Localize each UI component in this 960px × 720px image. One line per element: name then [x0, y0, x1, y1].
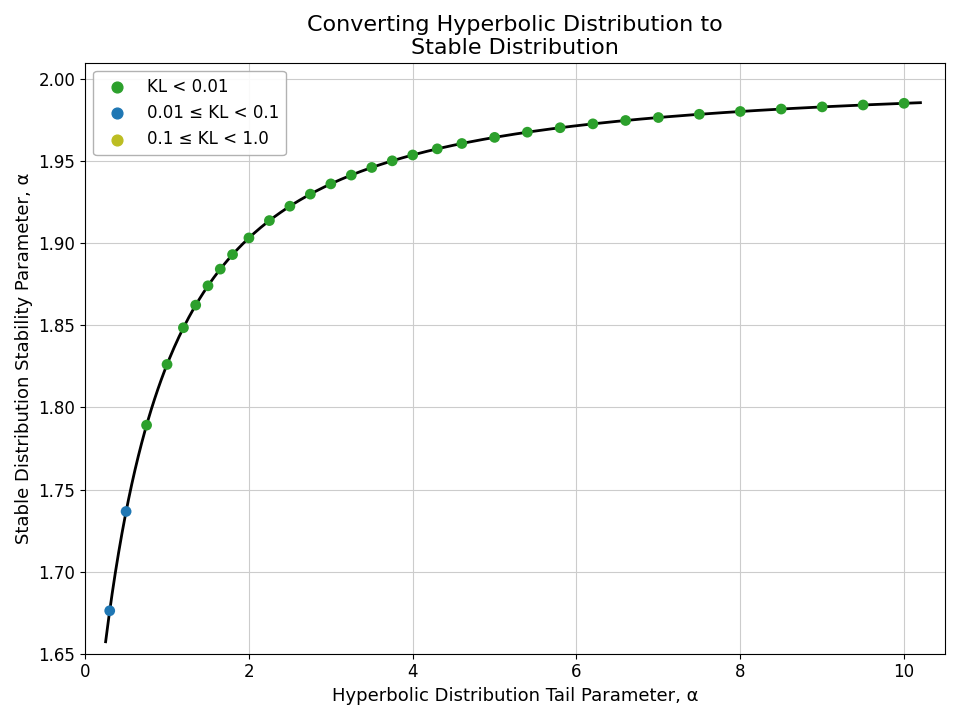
Point	[364, 162, 379, 174]
Y-axis label: Stable Distribution Stability Parameter, α: Stable Distribution Stability Parameter,…	[15, 173, 33, 544]
Point	[385, 155, 400, 166]
Point	[282, 200, 298, 212]
Point	[324, 178, 339, 189]
Point	[201, 280, 216, 292]
Point	[212, 264, 228, 275]
Point	[405, 149, 420, 161]
Point	[188, 300, 204, 311]
X-axis label: Hyperbolic Distribution Tail Parameter, α: Hyperbolic Distribution Tail Parameter, …	[332, 687, 698, 705]
Point	[618, 114, 634, 126]
Point	[487, 132, 502, 143]
Point	[176, 322, 191, 333]
Point	[344, 169, 359, 181]
Point	[897, 97, 912, 109]
Point	[139, 420, 155, 431]
Point	[430, 143, 445, 155]
Point	[855, 99, 871, 111]
Point	[552, 122, 567, 133]
Point	[302, 189, 318, 200]
Point	[814, 101, 829, 112]
Point	[691, 109, 707, 120]
Point	[118, 505, 133, 517]
Point	[454, 138, 469, 149]
Point	[774, 103, 789, 114]
Point	[651, 112, 666, 123]
Point	[159, 359, 175, 370]
Title: Converting Hyperbolic Distribution to
Stable Distribution: Converting Hyperbolic Distribution to St…	[307, 15, 723, 58]
Legend: KL < 0.01, 0.01 ≤ KL < 0.1, 0.1 ≤ KL < 1.0: KL < 0.01, 0.01 ≤ KL < 0.1, 0.1 ≤ KL < 1…	[93, 71, 286, 155]
Point	[519, 127, 535, 138]
Point	[732, 106, 748, 117]
Point	[102, 605, 117, 616]
Point	[225, 249, 240, 261]
Point	[262, 215, 277, 226]
Point	[586, 118, 601, 130]
Point	[241, 232, 256, 243]
